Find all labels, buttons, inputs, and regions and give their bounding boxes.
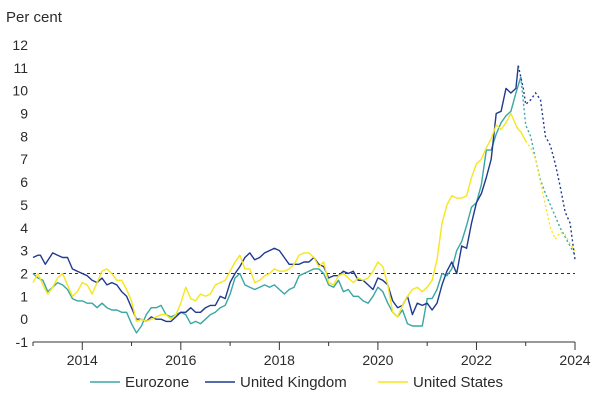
x-tick-label: 2020 — [362, 352, 393, 368]
y-tick-label: 10 — [12, 83, 28, 99]
x-tick-label: 2016 — [165, 352, 196, 368]
y-tick-label: 7 — [20, 151, 28, 167]
series-line-united-kingdom — [32, 65, 519, 323]
series-lines — [32, 65, 576, 334]
x-tick-label: 2018 — [264, 352, 295, 368]
forecast-line-eurozone — [520, 76, 576, 256]
y-tick-label: 9 — [20, 106, 28, 122]
y-tick-label: 0 — [20, 311, 28, 327]
y-tick-label: 12 — [12, 37, 28, 53]
y-tick-label: 11 — [13, 60, 28, 76]
y-tick-label: 2 — [20, 265, 28, 281]
x-tick-label: 2024 — [559, 352, 590, 368]
y-tick-label: 5 — [20, 197, 28, 213]
legend: Eurozone United Kingdom United States — [90, 374, 503, 391]
series-line-eurozone — [32, 76, 522, 334]
forecast-line-united-kingdom — [517, 65, 576, 260]
legend-label-eurozone: Eurozone — [125, 374, 189, 391]
legend-label-united-kingdom: United Kingdom — [240, 374, 347, 391]
x-tick-label: 2014 — [67, 352, 98, 368]
legend-label-united-states: United States — [413, 374, 503, 391]
y-tick-label: -1 — [16, 334, 29, 350]
y-tick-label: 8 — [20, 128, 28, 144]
forecast-line-united-states — [525, 140, 576, 252]
y-tick-label: 3 — [20, 243, 28, 259]
y-tick-label: 6 — [20, 174, 28, 190]
x-tick-label: 2022 — [461, 352, 492, 368]
y-unit-label: Per cent — [6, 9, 63, 26]
y-tick-label: 4 — [20, 220, 28, 236]
y-tick-label: 1 — [20, 288, 28, 304]
series-line-united-states — [32, 112, 527, 323]
x-axis: 2014 2016 2018 2020 2022 2024 — [32, 341, 591, 368]
